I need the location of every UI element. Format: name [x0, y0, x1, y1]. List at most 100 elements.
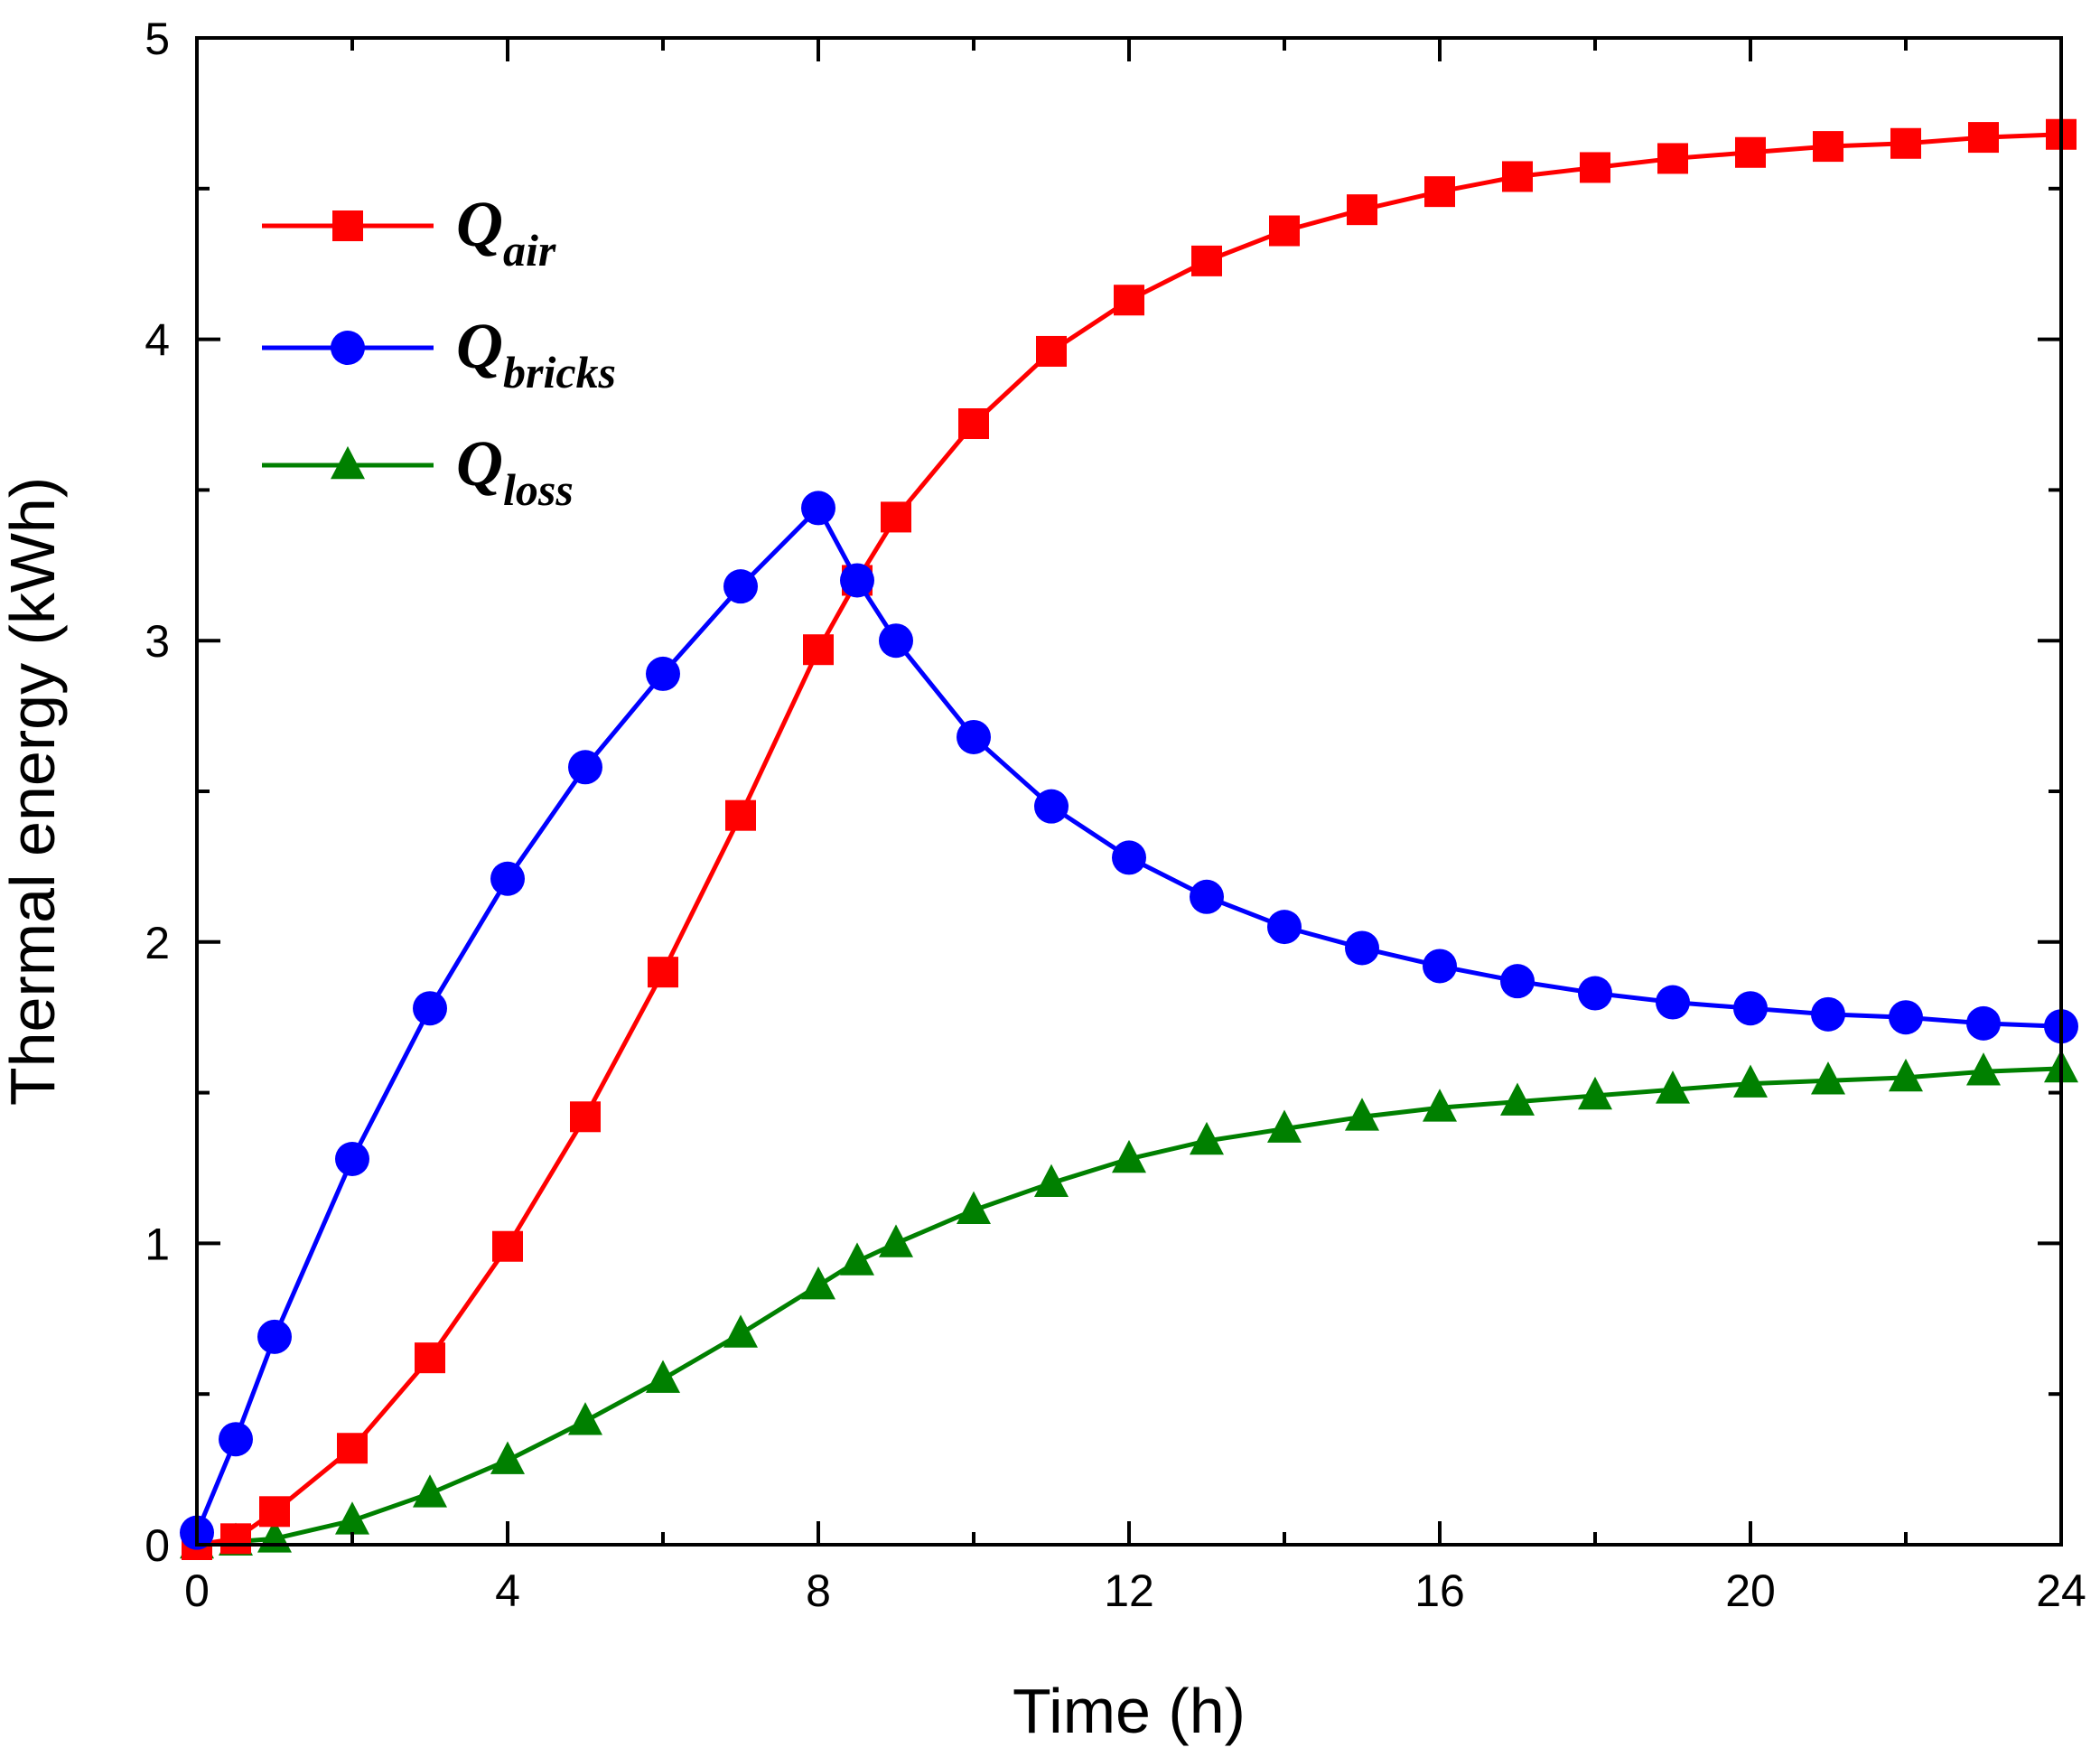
data-point-loss	[490, 1441, 525, 1474]
legend-label-loss: Qloss	[456, 427, 574, 515]
data-point-bricks	[1190, 879, 1224, 914]
data-point-loss	[1811, 1061, 1845, 1095]
data-point-loss	[1034, 1164, 1069, 1197]
data-point-loss	[1112, 1139, 1146, 1173]
data-point-bricks	[1034, 789, 1069, 824]
legend-label-subscript: loss	[503, 464, 574, 515]
data-point-bricks	[568, 750, 602, 785]
data-point-bricks	[879, 623, 913, 659]
data-point-air	[259, 1496, 290, 1528]
legend-item-bricks: Qbricks	[262, 310, 616, 397]
x-axis-title: Time (h)	[1013, 1676, 1246, 1746]
data-point-bricks	[1345, 930, 1379, 966]
data-point-bricks	[840, 563, 874, 598]
data-point-loss	[568, 1402, 602, 1435]
data-point-air	[1735, 136, 1766, 168]
data-point-air	[1114, 285, 1144, 316]
data-point-bricks	[1112, 840, 1146, 875]
data-point-loss	[1267, 1109, 1302, 1143]
data-point-bricks	[490, 861, 525, 896]
x-tick-label: 20	[1725, 1565, 1776, 1616]
series-loss	[180, 1049, 2078, 1559]
data-point-air	[1657, 143, 1688, 174]
y-tick-label: 5	[145, 14, 170, 64]
data-point-bricks	[219, 1422, 253, 1457]
legend-marker-bricks	[331, 331, 365, 365]
data-point-bricks	[1423, 949, 1457, 984]
data-point-bricks	[801, 491, 835, 526]
data-point-loss	[646, 1360, 680, 1393]
y-tick-label: 4	[145, 315, 170, 366]
data-point-loss	[840, 1242, 874, 1276]
data-point-air	[570, 1101, 601, 1133]
data-point-bricks	[335, 1141, 369, 1176]
data-point-bricks	[723, 569, 758, 604]
legend-label-bricks: Qbricks	[456, 310, 616, 397]
data-point-bricks	[1889, 1000, 1923, 1035]
data-point-bricks	[257, 1319, 292, 1354]
y-tick-label: 0	[145, 1520, 170, 1571]
data-point-air	[1580, 152, 1610, 183]
data-point-loss	[801, 1266, 835, 1300]
data-point-bricks	[1656, 985, 1690, 1020]
legend-marker-air	[332, 210, 363, 241]
series-layer	[180, 118, 2078, 1560]
data-point-loss	[1423, 1089, 1457, 1122]
legend-label-subscript: air	[503, 225, 556, 276]
data-point-air	[415, 1342, 445, 1374]
data-point-loss	[1500, 1082, 1535, 1116]
data-point-loss	[879, 1224, 913, 1257]
data-point-loss	[1190, 1121, 1224, 1155]
x-tick-label: 16	[1414, 1565, 1465, 1616]
y-tick-label: 2	[145, 918, 170, 968]
data-point-bricks	[957, 719, 991, 754]
data-point-loss	[413, 1474, 447, 1508]
data-point-air	[492, 1230, 523, 1262]
data-point-bricks	[1267, 910, 1302, 945]
plot-frame	[195, 36, 2063, 1547]
y-tick-label: 1	[145, 1219, 170, 1269]
data-point-air	[1036, 335, 1067, 367]
data-point-air	[1890, 127, 1921, 159]
data-point-loss	[335, 1501, 369, 1535]
legend-label-main: Q	[456, 427, 503, 500]
data-point-air	[958, 408, 989, 440]
legend-label-main: Q	[456, 310, 503, 382]
data-point-air	[1191, 245, 1222, 276]
legend-item-air: Qair	[262, 188, 556, 276]
legend-marker-loss	[331, 445, 365, 480]
data-point-loss	[1578, 1076, 1612, 1110]
data-point-air	[1269, 215, 1300, 247]
data-point-loss	[1889, 1058, 1923, 1092]
data-point-air	[648, 957, 678, 988]
data-point-bricks	[1811, 996, 1845, 1032]
data-point-loss	[723, 1314, 758, 1348]
data-point-bricks	[1578, 976, 1612, 1011]
data-point-air	[337, 1433, 368, 1464]
data-point-air	[1424, 176, 1455, 208]
data-point-loss	[1966, 1052, 2001, 1086]
legend-label-subscript: bricks	[503, 347, 616, 397]
data-point-bricks	[1966, 1005, 2001, 1041]
data-point-loss	[1345, 1098, 1379, 1131]
data-point-bricks	[1500, 964, 1535, 999]
y-axis-title: Thermal energy (kWh)	[0, 477, 68, 1106]
x-tick-label: 24	[2036, 1565, 2086, 1616]
x-tick-label: 12	[1104, 1565, 1154, 1616]
data-point-air	[1968, 122, 1999, 154]
data-point-air	[220, 1523, 251, 1555]
data-point-air	[881, 501, 911, 533]
data-point-air	[725, 799, 756, 831]
legend-label-main: Q	[456, 188, 503, 260]
data-point-loss	[1733, 1064, 1768, 1098]
data-point-bricks	[413, 991, 447, 1026]
data-point-loss	[1656, 1070, 1690, 1104]
data-point-bricks	[1733, 991, 1768, 1026]
data-point-air	[1347, 194, 1377, 226]
x-tick-label: 8	[806, 1565, 831, 1616]
legend-label-air: Qair	[456, 188, 556, 276]
